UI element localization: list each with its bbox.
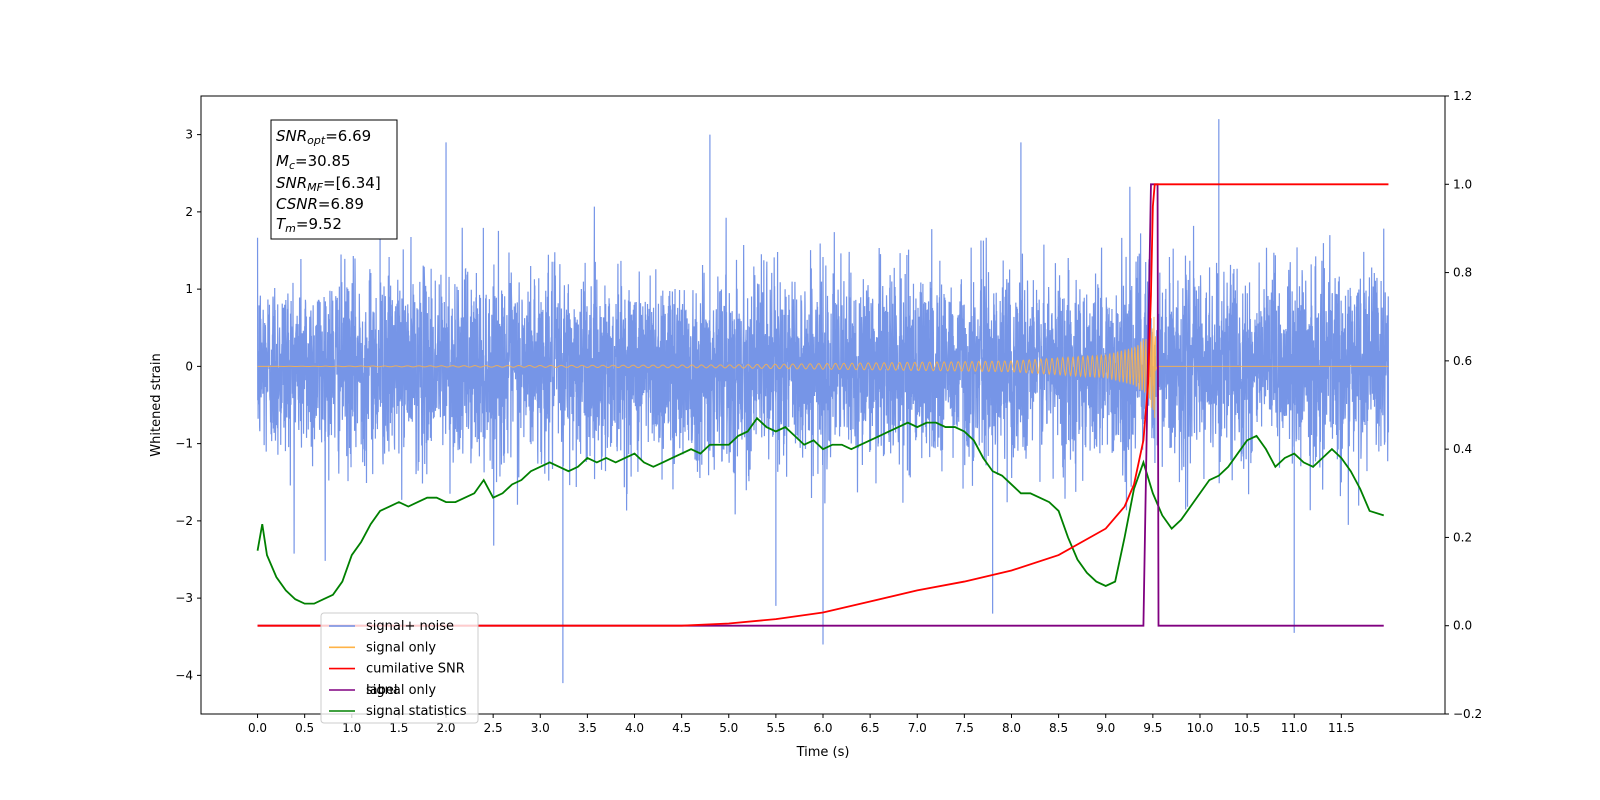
legend-label: signal only: [366, 640, 436, 655]
x-tick-label: 11.0: [1281, 721, 1308, 735]
y-tick-label: 3: [185, 128, 193, 142]
annotation-tm: Tm=9.52: [276, 215, 342, 235]
x-tick-label: 2.5: [484, 721, 503, 735]
y2-tick-label: 0.6: [1453, 354, 1472, 368]
legend-entry-signal-statistics: signal statistics: [329, 704, 467, 719]
y-tick-label: 0: [185, 359, 193, 373]
series-signal-only-line: [257, 316, 1389, 418]
x-tick-label: 2.0: [436, 721, 455, 735]
series-cumilative-snr-line: [257, 183, 1389, 627]
x-tick-label: 10.0: [1187, 721, 1214, 735]
x-tick-label: 3.5: [578, 721, 597, 735]
annotation-csnr: CSNR=6.89: [276, 195, 364, 213]
series-signal-noise-line: [256, 119, 1390, 684]
annotation-box: SNRopt=6.69 Mc=30.85 SNRMF=[6.34] CSNR=6…: [270, 119, 398, 240]
y2-tick-label: −0.2: [1453, 707, 1482, 721]
x-tick-label: 4.0: [625, 721, 644, 735]
y2-tick-label: 0.8: [1453, 266, 1472, 280]
y-tick-label: −2: [175, 514, 193, 528]
y2-tick-label: 0.2: [1453, 530, 1472, 544]
x-tick-label: 8.0: [1002, 721, 1021, 735]
legend-entry-cumilative-snr: cumilative SNR: [329, 662, 465, 677]
y2-tick-label: 1.0: [1453, 177, 1472, 191]
x-tick-label: 7.0: [908, 721, 927, 735]
x-tick-label: 0.0: [248, 721, 267, 735]
y-tick-label: −3: [175, 591, 193, 605]
x-tick-label: 11.5: [1328, 721, 1355, 735]
y-tick-label: 1: [185, 282, 193, 296]
x-tick-label: 9.0: [1096, 721, 1115, 735]
x-tick-label: 1.0: [342, 721, 361, 735]
plot-area: [256, 119, 1390, 684]
y-tick-label: −1: [175, 437, 193, 451]
legend-label: signal+ noise: [366, 619, 454, 634]
legend-entry-signal-only-hidden: signal only: [366, 683, 436, 698]
legend-entry-signal-only: signal only: [329, 640, 436, 655]
x-tick-label: 6.0: [813, 721, 832, 735]
legend-label: signal only: [366, 683, 436, 698]
y-tick-label: −4: [175, 668, 193, 682]
legend-entry-signal-noise: signal+ noise: [329, 619, 454, 634]
x-tick-label: 3.0: [531, 721, 550, 735]
series-signal-statistics-line: [256, 416, 1385, 605]
y2-tick-label: 1.2: [1453, 89, 1472, 103]
x-tick-label: 6.5: [861, 721, 880, 735]
x-tick-label: 10.5: [1234, 721, 1261, 735]
x-tick-label: 0.5: [295, 721, 314, 735]
legend-label: signal statistics: [366, 704, 467, 719]
y-axis-label: Whitened strain: [149, 353, 164, 456]
x-tick-label: 5.0: [719, 721, 738, 735]
x-tick-label: 7.5: [955, 721, 974, 735]
y-axis-right: 1.2 1.0 0.8 0.6 0.4 0.2 0.0 −0.2: [1445, 89, 1482, 721]
x-tick-label: 8.5: [1049, 721, 1068, 735]
annotation-mc: Mc=30.85: [276, 152, 351, 172]
legend-entry-label: label: [329, 683, 397, 698]
legend-label: cumilative SNR: [366, 662, 465, 677]
y2-tick-label: 0.0: [1453, 619, 1472, 633]
x-tick-label: 5.5: [766, 721, 785, 735]
x-tick-label: 9.5: [1143, 721, 1162, 735]
y2-tick-label: 0.4: [1453, 442, 1472, 456]
x-tick-label: 1.5: [389, 721, 408, 735]
x-tick-label: 4.5: [672, 721, 691, 735]
annotation-snr-opt: SNRopt=6.69: [276, 127, 371, 147]
y-axis-left: 3 2 1 0 −1 −2 −3 −4: [175, 128, 201, 682]
x-axis-label: Time (s): [796, 745, 850, 760]
legend-label: label: [366, 683, 397, 698]
x-axis: 0.0 0.5 1.0 1.5 2.0 2.5 3.0 3.5 4.0 4.5 5.0 5.5 6.0 6…: [248, 714, 1355, 735]
annotation-snr-mf: SNRMF=[6.34]: [276, 174, 381, 194]
legend: signal+ noise signal only cumilative SNR si…: [320, 612, 479, 724]
y-tick-label: 2: [185, 205, 193, 219]
